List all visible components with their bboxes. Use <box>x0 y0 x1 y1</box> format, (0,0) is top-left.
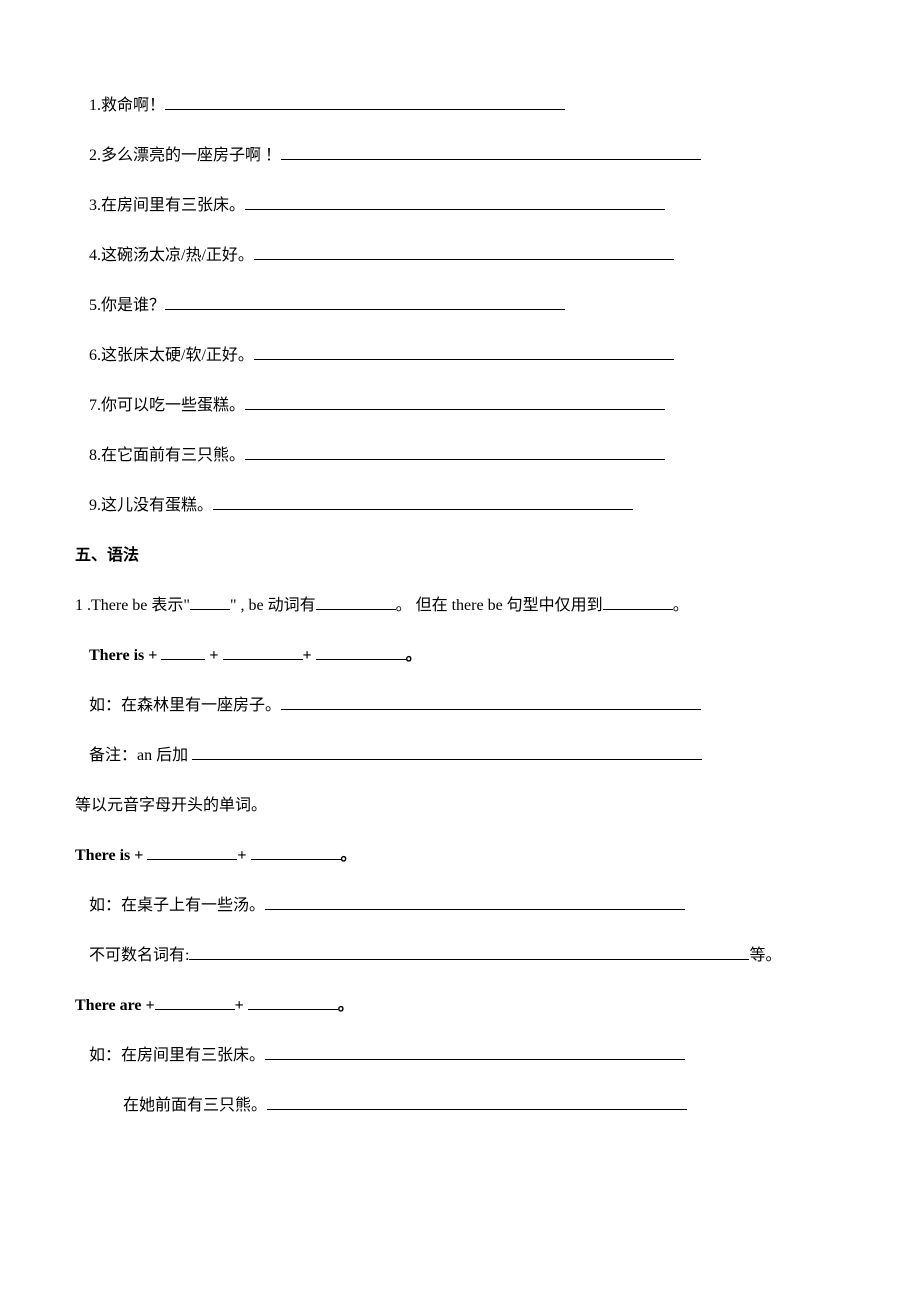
text-fragment: 1 .There be 表示" <box>75 597 190 614</box>
answer-blank[interactable] <box>267 1093 687 1110</box>
example-text: 如：在森林里有一座房子。 <box>89 697 281 714</box>
item-number: 3. <box>89 197 101 214</box>
uncount-text: 不可数名词有: <box>89 947 189 964</box>
item-text: 在房间里有三张床。 <box>101 197 245 214</box>
plus-sign: + <box>237 847 246 864</box>
exercise-item: 1.救命啊！ <box>75 90 845 122</box>
fill-blank[interactable] <box>248 993 338 1010</box>
fill-blank[interactable] <box>155 993 235 1010</box>
item-number: 4. <box>89 247 101 264</box>
plus-sign: + <box>303 647 312 664</box>
exercise-item: 4.这碗汤太凉/热/正好。 <box>75 240 845 272</box>
exercise-item: 2.多么漂亮的一座房子啊 ！ <box>75 140 845 172</box>
text-fragment: 。 但在 there be 句型中仅用到 <box>396 597 603 614</box>
pattern-label: There is + <box>89 647 157 664</box>
exercise-item: 8.在它面前有三只熊。 <box>75 440 845 472</box>
answer-blank[interactable] <box>245 443 665 460</box>
pattern-line: There is + + 。 <box>75 840 845 872</box>
exercise-item: 3.在房间里有三张床。 <box>75 190 845 222</box>
text-fragment: 。 <box>673 597 689 614</box>
item-text: 救命啊！ <box>101 97 165 114</box>
uncount-line: 不可数名词有: 等。 <box>75 940 845 972</box>
plus-sign: + <box>235 997 244 1014</box>
exercise-item: 9.这儿没有蛋糕。 <box>75 490 845 522</box>
fill-blank[interactable] <box>251 843 341 860</box>
section-heading: 五、语法 <box>75 540 845 572</box>
item-text: 你是谁？ <box>101 297 165 314</box>
exercise-item: 5.你是谁？ <box>75 290 845 322</box>
fill-blank[interactable] <box>316 593 396 610</box>
fill-blank[interactable] <box>147 843 237 860</box>
page-content: 1.救命啊！ 2.多么漂亮的一座房子啊 ！ 3.在房间里有三张床。 4.这碗汤太… <box>0 0 920 1200</box>
example-text: 如：在房间里有三张床。 <box>89 1047 265 1064</box>
answer-blank[interactable] <box>165 293 565 310</box>
example-line: 如：在森林里有一座房子。 <box>75 690 845 722</box>
answer-blank[interactable] <box>254 343 674 360</box>
fill-blank[interactable] <box>190 593 230 610</box>
example-line: 如：在桌子上有一些汤。 <box>75 890 845 922</box>
fill-blank[interactable] <box>603 593 673 610</box>
item-text: 这张床太硬/软/正好。 <box>101 347 254 364</box>
item-number: 8. <box>89 447 101 464</box>
item-text: 这碗汤太凉/热/正好。 <box>101 247 254 264</box>
text-fragment: 。 <box>341 847 357 864</box>
example-text: 在她前面有三只熊。 <box>123 1097 267 1114</box>
pattern-label: There is + <box>75 847 143 864</box>
note-text: 备注：an 后加 <box>89 747 192 764</box>
answer-blank[interactable] <box>265 893 685 910</box>
fill-blank[interactable] <box>189 943 749 960</box>
fill-blank[interactable] <box>192 743 702 760</box>
text-fragment: 。 <box>406 647 422 664</box>
note-cont-text: 等以元音字母开头的单词。 <box>75 797 267 814</box>
item-number: 1. <box>89 97 101 114</box>
item-text: 这儿没有蛋糕。 <box>101 497 213 514</box>
fill-blank[interactable] <box>316 643 406 660</box>
item-number: 7. <box>89 397 101 414</box>
uncount-suffix: 等。 <box>749 947 781 964</box>
answer-blank[interactable] <box>254 243 674 260</box>
answer-blank[interactable] <box>281 693 701 710</box>
answer-blank[interactable] <box>245 393 665 410</box>
note-continuation: 等以元音字母开头的单词。 <box>75 790 845 822</box>
text-fragment: " , be 动词有 <box>230 597 316 614</box>
exercise-item: 6.这张床太硬/软/正好。 <box>75 340 845 372</box>
pattern-label: There are + <box>75 997 155 1014</box>
item-number: 2. <box>89 147 101 164</box>
heading-text: 五、语法 <box>75 547 139 564</box>
example-line: 在她前面有三只熊。 <box>75 1090 845 1122</box>
text-fragment: 。 <box>338 997 354 1014</box>
grammar-intro: 1 .There be 表示" " , be 动词有 。 但在 there be 句… <box>75 590 845 622</box>
note-line: 备注：an 后加 <box>75 740 845 772</box>
item-number: 9. <box>89 497 101 514</box>
example-line: 如：在房间里有三张床。 <box>75 1040 845 1072</box>
plus-sign: + <box>209 647 218 664</box>
answer-blank[interactable] <box>281 143 701 160</box>
answer-blank[interactable] <box>213 493 633 510</box>
item-text: 你可以吃一些蛋糕。 <box>101 397 245 414</box>
item-text: 在它面前有三只熊。 <box>101 447 245 464</box>
pattern-line: There is + + + 。 <box>75 640 845 672</box>
example-text: 如：在桌子上有一些汤。 <box>89 897 265 914</box>
item-text: 多么漂亮的一座房子啊 ！ <box>101 147 281 164</box>
fill-blank[interactable] <box>161 643 205 660</box>
item-number: 6. <box>89 347 101 364</box>
fill-blank[interactable] <box>223 643 303 660</box>
answer-blank[interactable] <box>245 193 665 210</box>
exercise-item: 7.你可以吃一些蛋糕。 <box>75 390 845 422</box>
pattern-line: There are + + 。 <box>75 990 845 1022</box>
item-number: 5. <box>89 297 101 314</box>
answer-blank[interactable] <box>165 93 565 110</box>
answer-blank[interactable] <box>265 1043 685 1060</box>
